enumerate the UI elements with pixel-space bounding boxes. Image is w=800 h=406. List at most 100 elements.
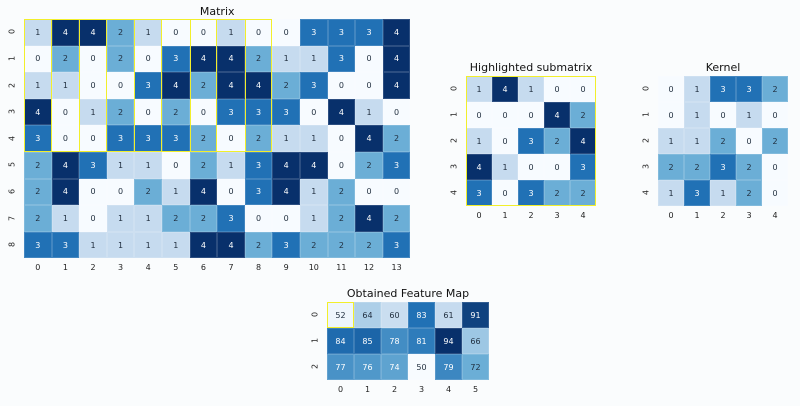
x-tick-label: 6 (200, 263, 206, 273)
heatmap-cell: 3 (106, 125, 135, 152)
feature-map-panel: Obtained Feature Map 52 64 60 83 61 91 84 85 78 8… (311, 287, 489, 394)
heatmap-cell: 0 (51, 125, 80, 152)
heatmap-cell: 0 (327, 152, 356, 179)
heatmap-cell: 2 (327, 231, 356, 259)
heatmap-cell: 0 (762, 102, 788, 128)
y-tick-label: 4 (449, 189, 459, 196)
heatmap-cell: 0 (658, 102, 684, 128)
kernel-title: Kernel (705, 61, 741, 74)
heatmap-cell: 0 (466, 102, 492, 128)
x-tick-label: 4 (772, 211, 778, 220)
heatmap-cell: 4 (382, 45, 411, 73)
heatmap-cell: 3 (518, 128, 544, 154)
matrix-title: Matrix (199, 5, 235, 18)
heatmap-cell: 3 (382, 231, 411, 259)
heatmap-cell: 3 (217, 98, 245, 126)
heatmap-cell: 1 (300, 178, 328, 206)
y-tick-label: 4 (7, 135, 17, 141)
heatmap-cell: 0 (244, 205, 273, 232)
heatmap-cell: 0 (244, 19, 273, 46)
heatmap-cell: 1 (684, 102, 710, 128)
heatmap-cell: 4 (217, 45, 245, 73)
heatmap-cell: 2 (382, 125, 411, 152)
heatmap-cell: 3 (244, 98, 273, 126)
heatmap-cell: 4 (189, 231, 218, 259)
heatmap-cell: 1 (24, 19, 52, 46)
heatmap-cell: 60 (381, 302, 408, 328)
y-tick-label: 3 (7, 109, 17, 115)
x-tick-label: 11 (336, 263, 347, 273)
heatmap-cell: 4 (355, 125, 383, 152)
heatmap-cell: 2 (736, 180, 762, 206)
heatmap-cell: 4 (466, 154, 492, 180)
heatmap-cell: 0 (492, 128, 518, 154)
y-tick-label: 1 (7, 55, 17, 61)
heatmap-cell: 4 (244, 72, 273, 99)
heatmap-cell: 4 (272, 152, 300, 179)
heatmap-cell: 2 (162, 98, 190, 126)
x-tick-label: 3 (554, 211, 560, 220)
x-tick-label: 12 (363, 263, 375, 273)
heatmap-cell: 3 (272, 98, 300, 126)
heatmap-cell: 0 (710, 102, 736, 128)
heatmap-cell: 3 (327, 19, 356, 46)
heatmap-cell: 0 (762, 180, 788, 206)
heatmap-cell: 1 (106, 231, 135, 259)
heatmap-cell: 1 (658, 180, 684, 206)
feature-map-title: Obtained Feature Map (346, 287, 470, 300)
heatmap-cell: 0 (544, 154, 570, 180)
heatmap-cell: 0 (300, 98, 328, 126)
y-tick-label: 1 (449, 111, 459, 118)
heatmap-cell: 84 (327, 328, 354, 354)
x-tick-label: 3 (418, 385, 425, 394)
heatmap-cell: 4 (570, 128, 596, 154)
heatmap-cell: 3 (355, 19, 383, 46)
heatmap-cell: 2 (272, 72, 300, 99)
heatmap-cell: 2 (106, 45, 135, 73)
x-tick-label: 8 (256, 263, 262, 273)
heatmap-cell: 83 (408, 302, 435, 328)
heatmap-cell: 2 (162, 205, 190, 232)
heatmap-cell: 2 (710, 128, 736, 154)
x-tick-label: 4 (445, 385, 452, 394)
heatmap-cell: 2 (189, 72, 218, 99)
heatmap-cell: 3 (327, 45, 356, 73)
heatmap-cell: 1 (736, 102, 762, 128)
heatmap-cell: 4 (272, 178, 300, 206)
heatmap-cell: 1 (217, 152, 245, 179)
heatmap-cell: 0 (79, 125, 107, 152)
y-tick-label: 0 (7, 29, 17, 35)
heatmap-cell: 1 (518, 76, 544, 102)
x-tick-label: 2 (720, 211, 726, 220)
feature-map-heatmap: 52 64 60 83 61 91 84 85 78 81 94 66 77 76 74 50 79 72 (327, 302, 489, 380)
heatmap-cell: 94 (435, 328, 462, 354)
heatmap-cell: 2 (106, 19, 135, 46)
heatmap-cell: 3 (134, 72, 162, 99)
heatmap-cell: 3 (710, 154, 736, 180)
heatmap-cell: 4 (492, 76, 518, 102)
heatmap-cell: 0 (544, 76, 570, 102)
heatmap-cell: 0 (382, 178, 411, 206)
heatmap-cell: 4 (189, 45, 218, 73)
heatmap-cell: 3 (79, 152, 107, 179)
x-tick-label: 4 (145, 263, 151, 273)
heatmap-cell: 0 (518, 102, 544, 128)
heatmap-cell: 2 (736, 154, 762, 180)
heatmap-cell: 1 (79, 231, 107, 259)
heatmap-cell: 0 (327, 72, 356, 99)
heatmap-cell: 1 (300, 205, 328, 232)
heatmap-cell: 0 (355, 45, 383, 73)
heatmap-cell: 0 (492, 102, 518, 128)
heatmap-cell: 1 (658, 128, 684, 154)
heatmap-cell: 2 (762, 76, 788, 102)
heatmap-cell: 0 (79, 178, 107, 206)
heatmap-cell: 2 (24, 205, 52, 232)
heatmap-cell: 3 (382, 152, 411, 179)
heatmap-cell: 2 (355, 152, 383, 179)
heatmap-cell: 3 (736, 76, 762, 102)
heatmap-cell: 3 (570, 154, 596, 180)
